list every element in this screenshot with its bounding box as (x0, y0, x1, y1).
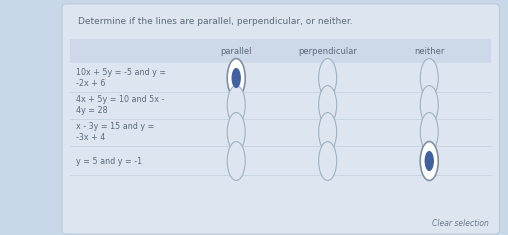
Text: neither: neither (414, 47, 444, 55)
Text: 4x + 5y = 10 and 5x -
4y = 28: 4x + 5y = 10 and 5x - 4y = 28 (76, 95, 165, 115)
Ellipse shape (319, 86, 337, 125)
Ellipse shape (227, 59, 245, 98)
Ellipse shape (420, 113, 438, 151)
Ellipse shape (227, 86, 245, 125)
Text: Determine if the lines are parallel, perpendicular, or neither.: Determine if the lines are parallel, per… (78, 16, 353, 26)
Ellipse shape (319, 59, 337, 98)
Ellipse shape (319, 141, 337, 180)
Text: perpendicular: perpendicular (298, 47, 357, 55)
Ellipse shape (319, 113, 337, 151)
Text: 10x + 5y = -5 and y =
-2x + 6: 10x + 5y = -5 and y = -2x + 6 (76, 68, 166, 88)
Ellipse shape (232, 68, 241, 88)
Ellipse shape (227, 113, 245, 151)
FancyBboxPatch shape (62, 4, 499, 234)
Ellipse shape (420, 86, 438, 125)
Text: parallel: parallel (220, 47, 252, 55)
Text: x - 3y = 15 and y =
-3x + 4: x - 3y = 15 and y = -3x + 4 (76, 121, 154, 142)
Bar (70, 39, 491, 63)
Text: y = 5 and y = -1: y = 5 and y = -1 (76, 157, 142, 165)
Ellipse shape (425, 151, 434, 171)
Ellipse shape (420, 141, 438, 180)
Ellipse shape (227, 141, 245, 180)
Text: Clear selection: Clear selection (432, 219, 489, 227)
Ellipse shape (420, 59, 438, 98)
